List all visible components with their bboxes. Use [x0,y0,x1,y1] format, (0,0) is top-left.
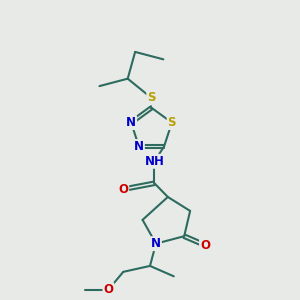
Text: S: S [168,116,176,129]
Text: O: O [118,183,128,196]
Text: N: N [151,237,161,250]
Text: N: N [134,140,144,153]
Text: S: S [147,92,156,104]
Text: O: O [200,238,210,252]
Text: O: O [103,283,113,296]
Text: N: N [126,116,136,129]
Text: NH: NH [145,155,164,168]
